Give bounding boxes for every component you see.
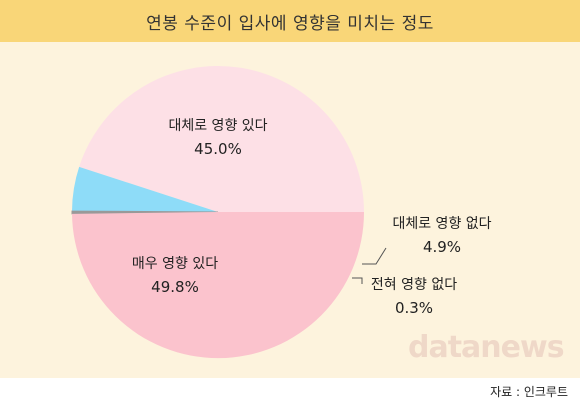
watermark-text: datanews bbox=[408, 330, 565, 365]
leader-line bbox=[352, 277, 363, 284]
slice-label: 전혀 영향 없다 bbox=[371, 277, 457, 293]
pie-slice bbox=[72, 166, 218, 212]
pie-slice bbox=[71, 210, 219, 215]
slice-value-label: 45.0% bbox=[194, 140, 242, 158]
chart-area: 대체로 영향 있다 45.0% 대체로 영향 없다 4.9% 전혀 영향 없다 0.3% 매… bbox=[0, 42, 580, 378]
slice-label: 대체로 영향 없다 bbox=[392, 216, 491, 232]
datanews-watermark-logo: datanews bbox=[408, 330, 565, 365]
title-bar: 연봉 수준이 입사에 영향을 미치는 정도 bbox=[0, 0, 580, 42]
pie-chart: 대체로 영향 있다 45.0% 대체로 영향 없다 4.9% 전혀 영향 없다 0.3% 매… bbox=[71, 66, 492, 359]
pie-slice bbox=[79, 66, 365, 212]
slice-label: 대체로 영향 있다 bbox=[168, 118, 267, 134]
leader-line bbox=[362, 247, 387, 265]
pie-slice bbox=[72, 212, 365, 359]
footer: 자료 : 인크루트 bbox=[0, 378, 580, 405]
slice-value-label: 0.3% bbox=[395, 299, 433, 317]
slice-label: 매우 영향 있다 bbox=[132, 256, 218, 272]
chart-title: 연봉 수준이 입사에 영향을 미치는 정도 bbox=[146, 13, 434, 34]
slice-value-label: 49.8% bbox=[151, 278, 199, 296]
source-label: 자료 : 인크루트 bbox=[490, 385, 568, 399]
slice-value-label: 4.9% bbox=[423, 238, 461, 256]
